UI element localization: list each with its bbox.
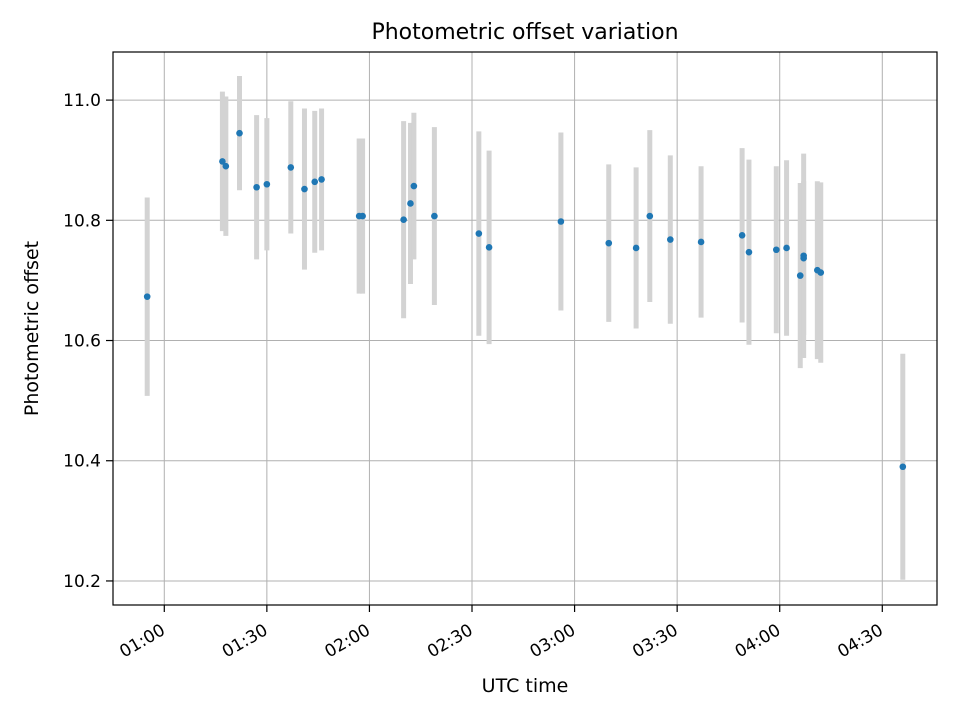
data-point xyxy=(745,248,753,256)
data-point xyxy=(817,269,825,276)
data-point xyxy=(557,218,565,225)
error-bars-layer xyxy=(144,76,906,580)
data-point xyxy=(605,239,613,247)
chart-title: Photometric offset variation xyxy=(371,20,678,45)
data-point xyxy=(359,212,366,220)
x-tick-label: 01:00 xyxy=(116,620,168,662)
data-point xyxy=(431,212,438,220)
x-tick-label: 04:00 xyxy=(732,620,784,662)
data-point xyxy=(236,129,243,137)
y-tick-label: 10.4 xyxy=(63,452,101,472)
ticks-layer: 01:00 01:30 02:00 02:30 03:00 03:30 04:00 04:30… xyxy=(63,91,887,662)
data-point xyxy=(800,254,807,262)
data-point xyxy=(301,185,308,193)
x-tick-label: 02:00 xyxy=(321,620,373,662)
data-point xyxy=(407,200,414,207)
data-point xyxy=(475,230,483,237)
grid-layer xyxy=(113,52,937,605)
x-tick-label: 04:30 xyxy=(834,620,886,662)
y-tick-label: 10.8 xyxy=(63,211,101,231)
data-point xyxy=(899,463,907,471)
y-tick-label: 11.0 xyxy=(63,91,101,111)
data-point xyxy=(738,232,746,239)
data-point xyxy=(263,180,271,188)
data-point xyxy=(311,178,319,186)
data-point xyxy=(667,236,674,243)
data-point xyxy=(796,272,804,279)
data-point xyxy=(318,176,325,183)
data-point xyxy=(773,246,780,254)
data-point xyxy=(400,216,407,224)
data-point xyxy=(143,293,151,300)
data-point xyxy=(632,244,640,252)
x-tick-label: 03:30 xyxy=(629,620,681,662)
y-tick-label: 10.2 xyxy=(63,572,101,592)
data-point xyxy=(410,182,418,190)
data-point xyxy=(697,238,705,246)
x-axis-label: UTC time xyxy=(482,675,569,697)
data-point xyxy=(783,244,790,252)
x-tick-label: 02:30 xyxy=(424,620,476,662)
data-point xyxy=(485,244,493,251)
data-point xyxy=(646,212,654,220)
data-point xyxy=(222,162,230,170)
y-tick-label: 10.6 xyxy=(63,332,101,352)
data-point xyxy=(253,183,260,191)
x-tick-label: 03:00 xyxy=(527,620,579,662)
points-layer xyxy=(143,129,907,471)
data-point xyxy=(287,164,295,171)
data-point xyxy=(219,158,226,165)
plot-frame xyxy=(112,51,938,606)
y-axis-label: Photometric offset xyxy=(21,241,43,416)
x-tick-label: 01:30 xyxy=(219,620,271,662)
